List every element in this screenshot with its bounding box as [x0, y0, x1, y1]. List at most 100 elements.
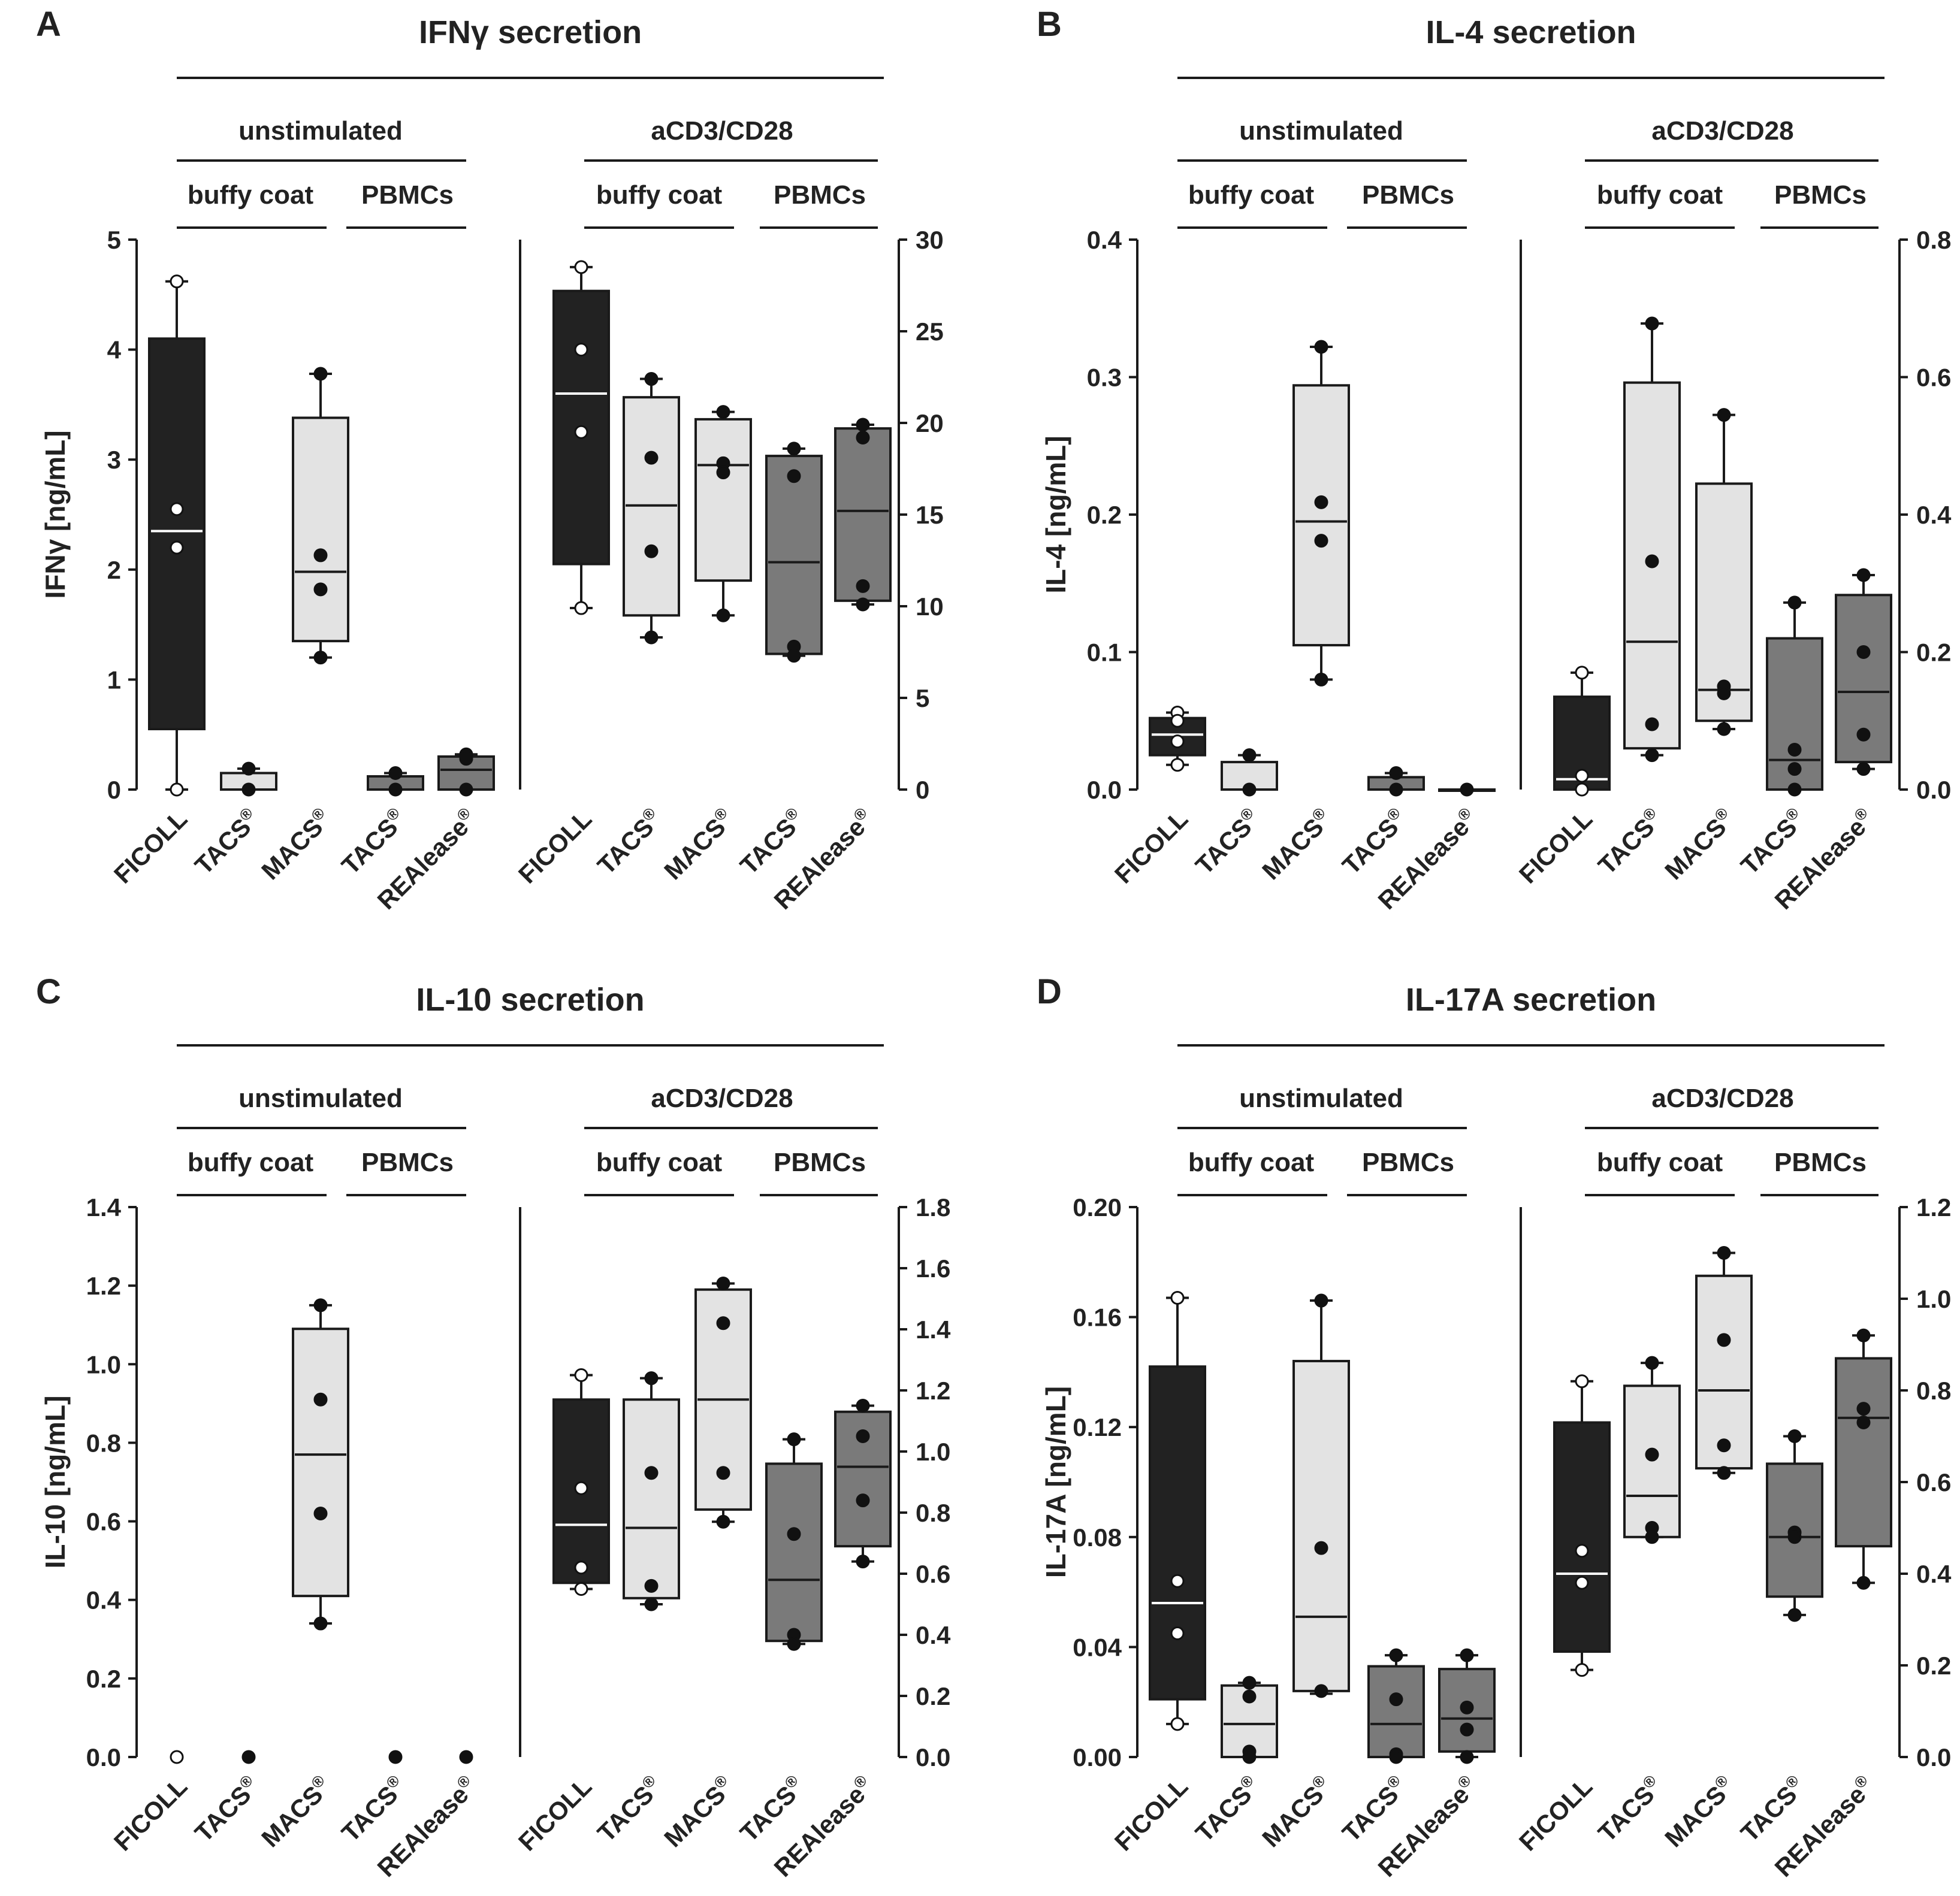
data-point [1575, 1374, 1589, 1389]
box-stimulated-realease [1835, 1328, 1892, 1590]
data-point [170, 274, 184, 289]
data-point [1717, 1438, 1731, 1453]
panel-A: A IFNγ secretion unstimulated aCD3/CD28 buff… [36, 5, 944, 915]
data-point [313, 1298, 328, 1313]
data-point [388, 1750, 403, 1764]
right-tick-label: 1.2 [1916, 1193, 1951, 1221]
left-tick-label: 0.4 [86, 1586, 122, 1614]
left-tick-label: 0.0 [1087, 776, 1122, 804]
box-unstimulated-tacs [1367, 766, 1425, 797]
box-stimulated-tacs [1766, 1429, 1823, 1622]
box-unstimulated-macs [1292, 1293, 1350, 1698]
right-tick-label: 0 [916, 776, 929, 804]
data-point [1575, 666, 1589, 680]
source-header-buffy_coat: buffy coat [596, 180, 723, 210]
data-point [1242, 748, 1257, 763]
group-header-stimulated: aCD3/CD28 [1651, 116, 1793, 146]
box-unstimulated-tacs [367, 766, 424, 797]
category-name: FICOLL [513, 1772, 597, 1856]
right-tick-label: 0.2 [1916, 1652, 1951, 1680]
data-point [313, 1616, 328, 1631]
box-iqr [1553, 1421, 1611, 1653]
box-iqr [765, 455, 823, 655]
category-name: FICOLL [1109, 805, 1193, 888]
panel-letter: A [36, 5, 61, 44]
right-tick-label: 0.6 [1916, 364, 1951, 392]
category-name: MACS [1257, 813, 1329, 885]
box-stimulated-macs [1695, 408, 1753, 736]
box-unstimulated-realease [1438, 782, 1496, 797]
data-point [1856, 568, 1871, 582]
data-point [1170, 1574, 1185, 1588]
data-point [170, 502, 184, 516]
box-unstimulated-tacs [1221, 1676, 1278, 1764]
box-unstimulated-ficoll [1149, 1290, 1206, 1731]
x-category-label: FICOLL [1514, 1772, 1597, 1856]
x-category-label: FICOLL [513, 805, 597, 888]
data-point [574, 601, 588, 615]
data-point [241, 761, 256, 776]
left-tick-label: 0.20 [1073, 1193, 1122, 1221]
x-category-label: TACS® [1592, 1771, 1668, 1847]
x-category-label: FICOLL [1109, 805, 1193, 888]
left-tick-label: 0.12 [1073, 1413, 1122, 1441]
data-point [1787, 595, 1802, 610]
data-point [1645, 1530, 1659, 1544]
data-point [1242, 1689, 1257, 1704]
data-point [856, 1429, 870, 1443]
data-point [1389, 1692, 1403, 1707]
y-axis-label: IL-10 [ng/mL] [40, 1396, 71, 1569]
data-point [313, 367, 328, 381]
data-point [787, 1432, 801, 1447]
data-point [716, 1514, 730, 1529]
data-point [574, 1368, 588, 1382]
category-name: MACS [1659, 1780, 1732, 1853]
box-iqr [292, 1327, 349, 1598]
left-tick-label: 1.4 [86, 1193, 122, 1221]
category-name: MACS [256, 813, 328, 885]
data-point [644, 372, 659, 386]
data-point [856, 1555, 870, 1569]
x-category-label: TACS® [189, 1771, 265, 1847]
data-point [313, 1506, 328, 1520]
data-point [716, 608, 730, 622]
box-stimulated-realease [834, 418, 892, 612]
box-unstimulated-macs [292, 367, 349, 665]
data-point [1314, 1541, 1328, 1555]
box-unstimulated-tacs [241, 1750, 256, 1764]
group-header-stimulated: aCD3/CD28 [1651, 1084, 1793, 1113]
box-unstimulated-macs [292, 1298, 349, 1631]
data-point [1389, 782, 1403, 797]
data-point [1314, 340, 1328, 354]
data-point [1787, 742, 1802, 757]
data-point [1460, 1722, 1474, 1737]
x-category-label: FICOLL [108, 1772, 192, 1856]
data-point [644, 630, 659, 645]
data-point [388, 766, 403, 780]
right-tick-label: 0.2 [916, 1682, 950, 1710]
right-tick-label: 0.6 [1916, 1468, 1951, 1496]
x-category-label: TACS® [591, 1771, 668, 1847]
left-tick-label: 1.2 [86, 1272, 121, 1300]
data-point [1645, 717, 1659, 731]
data-point [856, 418, 870, 432]
data-point [716, 465, 730, 480]
data-point [1460, 1700, 1474, 1714]
right-tick-label: 1.0 [916, 1438, 950, 1466]
x-category-label: MACS® [1256, 1771, 1337, 1853]
data-point [1389, 766, 1403, 780]
data-point [1460, 782, 1474, 797]
data-point [856, 1399, 870, 1413]
data-point [313, 582, 328, 597]
data-point [644, 544, 659, 558]
source-header-buffy_coat: buffy coat [596, 1148, 723, 1177]
box-iqr [1367, 1665, 1425, 1759]
x-category-label: TACS® [1189, 1771, 1266, 1847]
right-tick-label: 5 [916, 684, 929, 712]
box-unstimulated-ficoll [170, 1750, 184, 1764]
data-point [388, 782, 403, 797]
data-point [787, 442, 801, 456]
panel-letter: D [1037, 972, 1062, 1011]
data-point [241, 782, 256, 797]
data-point [1645, 748, 1659, 763]
